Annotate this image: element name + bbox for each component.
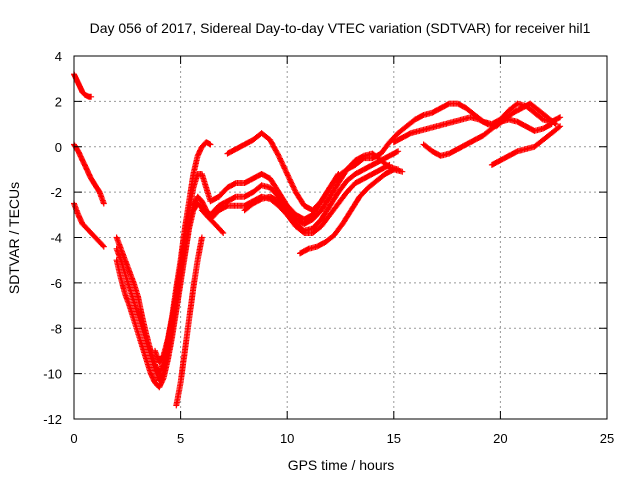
series-trace-14 (420, 116, 555, 159)
series-marker-path (297, 166, 406, 257)
series-marker-path (152, 139, 214, 366)
x-tick-label: 5 (177, 431, 184, 446)
y-axis-label: SDTVAR / TECUs (6, 182, 22, 294)
y-tick-label: -2 (50, 185, 62, 200)
y-tick-label: 0 (55, 140, 62, 155)
series-trace-15 (488, 123, 564, 168)
series-trace-9 (198, 207, 227, 236)
x-axis-label: GPS time / hours (288, 457, 395, 473)
x-tick-label: 15 (387, 431, 401, 446)
series-marker-path (488, 123, 564, 168)
series-trace-10 (224, 130, 342, 214)
series-marker-path (173, 234, 205, 409)
series-trace-12 (297, 166, 406, 257)
x-tick-label: 20 (493, 431, 507, 446)
series-trace-11 (241, 150, 402, 227)
chart-title: Day 056 of 2017, Sidereal Day-to-day VTE… (90, 20, 591, 36)
y-tick-label: -6 (50, 276, 62, 291)
x-tick-label: 25 (600, 431, 614, 446)
y-tick-label: 2 (55, 94, 62, 109)
tick-labels: 0 5 10 15 20 25 -12 -10 -8 -6 -4 -2 0 2 4 (43, 49, 614, 446)
series-trace-8 (173, 234, 205, 409)
series-trace-6 (113, 161, 393, 391)
series-trace-7 (152, 139, 214, 366)
y-tick-label: -10 (43, 367, 62, 382)
x-tick-label: 10 (280, 431, 294, 446)
y-tick-label: 4 (55, 49, 62, 64)
series-marker-path (224, 130, 342, 214)
y-tick-label: -4 (50, 231, 62, 246)
x-tick-label: 0 (70, 431, 77, 446)
y-tick-label: -8 (50, 321, 62, 336)
series-marker-path (198, 207, 227, 236)
series-marker-path (241, 150, 402, 227)
y-tick-label: -12 (43, 412, 62, 427)
axis-ticks (73, 55, 608, 420)
series-marker-path (113, 161, 393, 391)
series-marker-path (420, 116, 555, 159)
